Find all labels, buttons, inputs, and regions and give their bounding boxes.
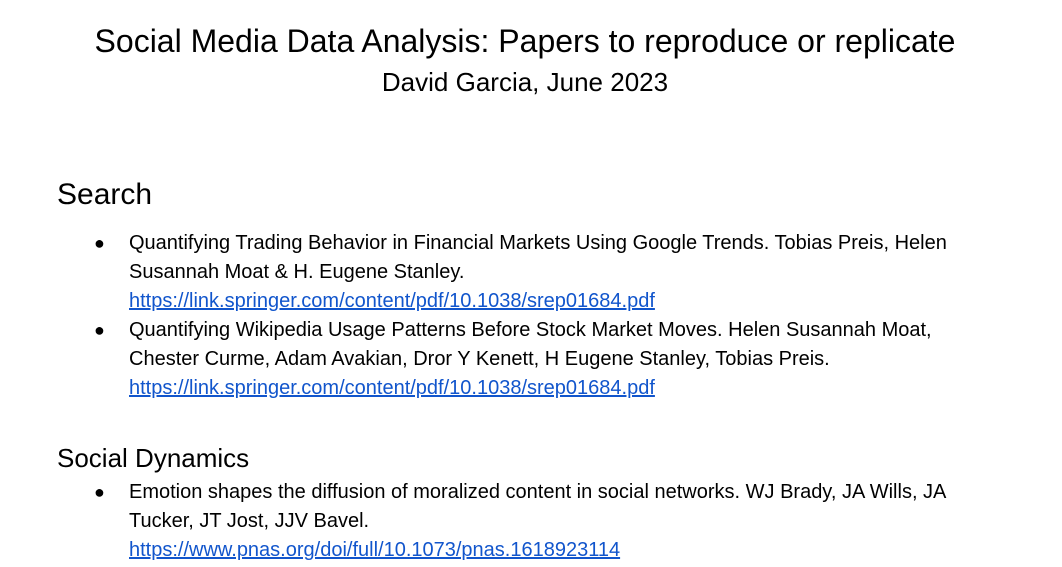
bullet-icon: ● [94,482,105,502]
paper-citation: Quantifying Trading Behavior in Financia… [129,232,947,283]
section-heading-social-dynamics: Social Dynamics [57,443,250,473]
paper-link[interactable]: https://link.springer.com/content/pdf/10… [129,377,655,399]
bullet-icon: ● [94,233,105,253]
social-dynamics-paper-list: ● Emotion shapes the diffusion of morali… [0,478,1000,565]
search-paper-list: ● Quantifying Trading Behavior in Financ… [0,229,1000,403]
paper-citation: Quantifying Wikipedia Usage Patterns Bef… [129,319,932,370]
paper-citation: Emotion shapes the diffusion of moralize… [129,481,946,532]
document-title: Social Media Data Analysis: Papers to re… [94,23,956,59]
bullet-icon: ● [94,320,105,340]
list-item: ● Emotion shapes the diffusion of morali… [0,478,979,565]
list-item: ● Quantifying Trading Behavior in Financ… [0,229,979,316]
paper-link[interactable]: https://link.springer.com/content/pdf/10… [129,290,655,312]
section-heading-search: Search [57,178,153,211]
list-item: ● Quantifying Wikipedia Usage Patterns B… [0,316,979,403]
paper-link[interactable]: https://www.pnas.org/doi/full/10.1073/pn… [129,539,621,561]
document-subtitle: David Garcia, June 2023 [381,67,669,97]
